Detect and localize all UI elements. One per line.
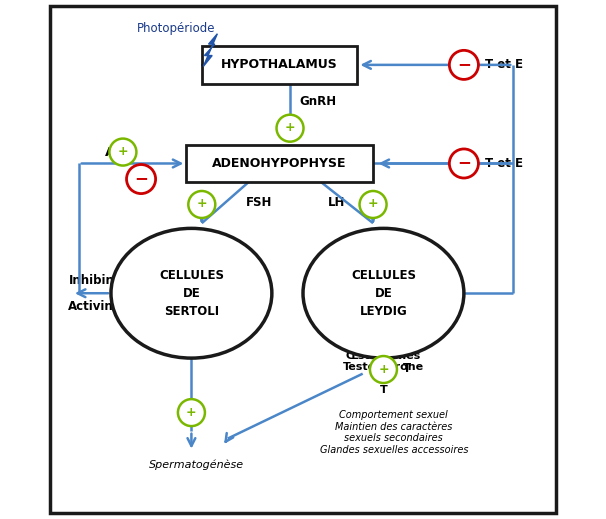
Text: T et E: T et E xyxy=(485,157,522,170)
Text: +: + xyxy=(378,362,389,376)
Text: −: − xyxy=(457,55,471,73)
Text: −: − xyxy=(457,154,471,171)
Text: Spermatogénèse: Spermatogénèse xyxy=(149,459,244,470)
Text: T et E: T et E xyxy=(485,58,522,72)
Bar xyxy=(202,46,358,84)
Text: T: T xyxy=(379,385,387,395)
Text: +: + xyxy=(186,405,197,419)
Circle shape xyxy=(178,399,205,426)
Text: +: + xyxy=(118,145,128,158)
Text: CELLULES
DE
SERTOLI: CELLULES DE SERTOLI xyxy=(159,269,224,318)
Text: +: + xyxy=(196,197,207,211)
Ellipse shape xyxy=(303,228,464,358)
Circle shape xyxy=(276,115,304,142)
Ellipse shape xyxy=(111,228,272,358)
Text: +: + xyxy=(285,121,295,134)
Text: Œstrogènes
Testostérone: Œstrogènes Testostérone xyxy=(343,350,424,373)
Circle shape xyxy=(450,50,478,79)
Text: T: T xyxy=(403,362,411,375)
Text: HYPOTHALAMUS: HYPOTHALAMUS xyxy=(221,58,338,72)
Text: LH: LH xyxy=(328,196,345,210)
Text: Comportement sexuel
Maintien des caractères
sexuels secondaires
Glandes sexuelle: Comportement sexuel Maintien des caractè… xyxy=(319,410,468,455)
Text: A: A xyxy=(105,145,115,159)
Text: CELLULES
DE
LEYDIG: CELLULES DE LEYDIG xyxy=(351,269,416,318)
Polygon shape xyxy=(204,34,218,66)
Text: +: + xyxy=(368,197,378,211)
Text: GnRH: GnRH xyxy=(299,94,336,108)
Circle shape xyxy=(370,356,397,383)
Circle shape xyxy=(450,149,478,178)
Circle shape xyxy=(127,165,156,194)
Text: I: I xyxy=(125,172,130,186)
Circle shape xyxy=(359,191,387,218)
Circle shape xyxy=(110,139,136,166)
Bar xyxy=(186,145,373,182)
Text: Photopériode: Photopériode xyxy=(136,22,215,35)
Text: ADENOHYPOPHYSE: ADENOHYPOPHYSE xyxy=(212,157,347,170)
Text: FSH: FSH xyxy=(245,196,272,210)
Text: Activine: Activine xyxy=(68,299,122,313)
Text: −: − xyxy=(134,169,148,187)
Circle shape xyxy=(188,191,215,218)
Text: Inhibine: Inhibine xyxy=(68,274,122,287)
